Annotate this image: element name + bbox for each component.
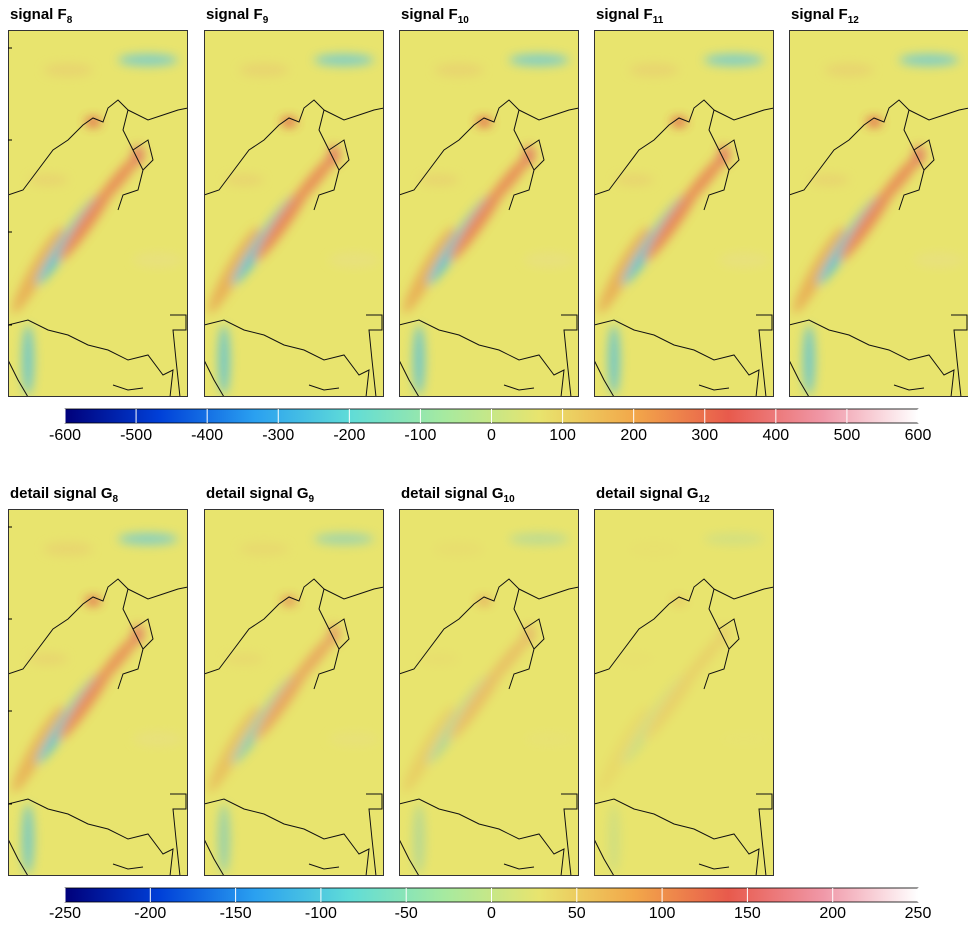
map-panel xyxy=(787,30,968,397)
title-subscript: 12 xyxy=(699,494,711,505)
map-panel xyxy=(202,30,384,397)
title-text: signal F xyxy=(791,6,848,23)
colorbar-tick-label: -200 xyxy=(134,905,166,922)
colorbar-tick-label: -150 xyxy=(220,905,252,922)
colorbar-tick-label: -300 xyxy=(262,427,294,444)
panel-title: signal F9 xyxy=(206,6,269,26)
colorbar-tick-label: -600 xyxy=(49,427,81,444)
colorbar-tick-label: -500 xyxy=(120,427,152,444)
title-text: detail signal G xyxy=(596,485,699,502)
panel-title: detail signal G10 xyxy=(401,485,515,505)
title-subscript: 9 xyxy=(263,15,269,26)
panel-title: signal F10 xyxy=(401,6,469,26)
title-subscript: 8 xyxy=(113,494,119,505)
map-panel xyxy=(397,509,579,876)
title-subscript: 11 xyxy=(653,15,664,26)
panel-title: signal F11 xyxy=(596,6,664,26)
colorbar-tick-label: 200 xyxy=(819,905,846,922)
title-text: signal F xyxy=(596,6,653,23)
colorbar-tick-label: 50 xyxy=(568,905,586,922)
colorbar-tick-label: 100 xyxy=(649,905,676,922)
title-subscript: 10 xyxy=(504,494,516,505)
panel-title: signal F8 xyxy=(10,6,73,26)
colorbar-tick-label: 250 xyxy=(905,905,932,922)
title-subscript: 10 xyxy=(458,15,470,26)
panel-title: detail signal G9 xyxy=(206,485,315,505)
colorbar-tick-label: -250 xyxy=(49,905,81,922)
colorbar-tick-label: 150 xyxy=(734,905,761,922)
title-text: signal F xyxy=(10,6,67,23)
colorbar-tick-label: 500 xyxy=(834,427,861,444)
colorbar-tick-label: 200 xyxy=(620,427,647,444)
map-panel xyxy=(397,30,579,397)
title-subscript: 8 xyxy=(67,15,73,26)
title-text: signal F xyxy=(401,6,458,23)
colorbar-tick-label: 400 xyxy=(762,427,789,444)
panel-title: detail signal G12 xyxy=(596,485,710,505)
map-panel xyxy=(592,509,774,876)
colorbar-tick-label: 300 xyxy=(691,427,718,444)
figure: signal F8signal F9signal F10signal F11si… xyxy=(0,0,968,930)
colorbar-tick-label: 0 xyxy=(487,427,496,444)
map-panel xyxy=(6,509,188,876)
colorbar-tick-label: -100 xyxy=(404,427,436,444)
colorbar-tick-label: 0 xyxy=(487,905,496,922)
panel-title: detail signal G8 xyxy=(10,485,119,505)
title-text: detail signal G xyxy=(206,485,309,502)
title-subscript: 9 xyxy=(309,494,315,505)
colorbar-tick-label: -400 xyxy=(191,427,223,444)
title-subscript: 12 xyxy=(848,15,860,26)
panel-title: signal F12 xyxy=(791,6,859,26)
colorbar-tick-label: -100 xyxy=(305,905,337,922)
colorbar-tick-label: -50 xyxy=(395,905,418,922)
map-panel xyxy=(6,30,188,397)
map-panel xyxy=(592,30,774,397)
title-text: signal F xyxy=(206,6,263,23)
colorbar-tick-label: -200 xyxy=(333,427,365,444)
colorbar-tick-label: 600 xyxy=(905,427,932,444)
title-text: detail signal G xyxy=(401,485,504,502)
title-text: detail signal G xyxy=(10,485,113,502)
colorbar-tick-label: 100 xyxy=(549,427,576,444)
map-panel xyxy=(202,509,384,876)
